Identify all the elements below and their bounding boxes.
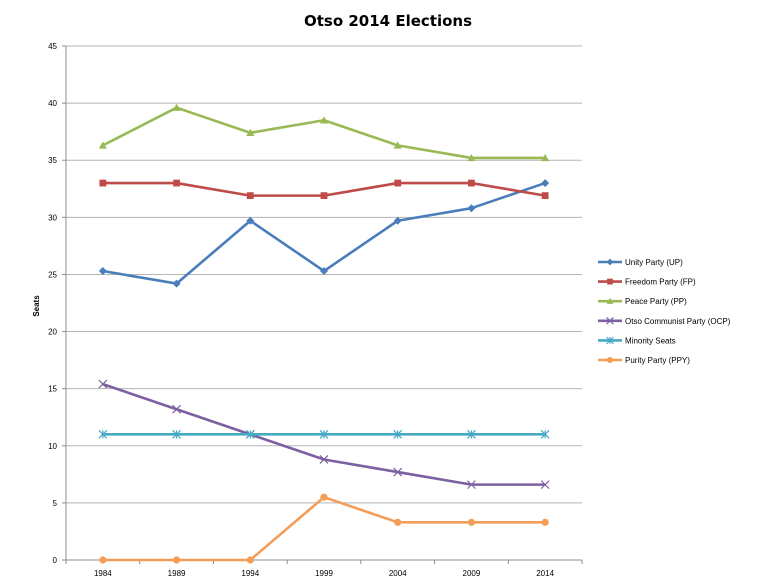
data-point — [394, 179, 402, 187]
data-point — [606, 336, 614, 345]
y-tick-label: 45 — [48, 42, 57, 51]
data-point — [246, 556, 254, 564]
legend: Unity Party (UP) Freedom Party (FP) Peace … — [598, 258, 731, 365]
data-point — [467, 429, 476, 439]
data-point — [540, 429, 550, 439]
data-point — [99, 556, 107, 564]
legend-item: Otso Communist Party (OCP) — [598, 317, 731, 326]
x-tick-label: 2009 — [463, 569, 481, 578]
data-point — [320, 267, 328, 276]
legend-item: Peace Party (PP) — [598, 297, 687, 306]
data-point — [319, 455, 329, 464]
data-point — [541, 179, 550, 188]
data-point — [320, 116, 328, 124]
data-point — [172, 279, 181, 288]
x-tick-label: 2014 — [536, 569, 554, 578]
data-point — [393, 429, 403, 439]
data-point — [320, 493, 328, 501]
data-point — [393, 141, 402, 149]
legend-item: Unity Party (UP) — [598, 258, 683, 267]
y-tick-label: 30 — [48, 213, 57, 222]
data-point — [173, 179, 180, 187]
data-point — [606, 297, 614, 304]
series — [98, 429, 550, 439]
data-point — [467, 480, 476, 490]
legend-label: Peace Party (PP) — [625, 297, 687, 306]
data-point — [606, 316, 614, 325]
series-line — [102, 495, 546, 562]
y-tick-label: 5 — [53, 499, 58, 508]
series — [98, 103, 550, 162]
gridlines — [62, 45, 582, 561]
x-tick-label: 1984 — [94, 569, 112, 578]
data-point — [319, 429, 329, 439]
legend-label: Otso Communist Party (OCP) — [625, 317, 731, 326]
x-tick-label: 1999 — [315, 569, 333, 578]
x-tick-label: 1989 — [168, 569, 186, 578]
legend-label: Minority Seats — [625, 336, 676, 345]
y-axis-ticks: 0 5 10 15 20 25 30 35 40 45 — [48, 42, 57, 565]
data-point — [468, 179, 475, 187]
data-point — [394, 518, 402, 526]
data-point — [467, 518, 476, 526]
data-point — [540, 480, 550, 490]
legend-label: Unity Party (UP) — [625, 258, 683, 267]
data-point — [172, 556, 181, 564]
data-point — [541, 518, 549, 526]
series — [99, 493, 549, 564]
data-point — [246, 192, 254, 200]
data-point — [467, 204, 476, 213]
chart-title: Otso 2014 Elections — [304, 12, 472, 30]
data-point — [99, 179, 107, 187]
series — [98, 179, 550, 288]
data-point — [172, 103, 181, 111]
data-point — [172, 429, 181, 439]
y-tick-label: 40 — [48, 99, 57, 108]
data-point — [98, 141, 107, 149]
data-point — [245, 429, 255, 439]
legend-item: Freedom Party (FP) — [598, 278, 696, 287]
y-tick-label: 10 — [48, 442, 57, 451]
series — [99, 179, 549, 200]
data-point — [172, 404, 181, 414]
y-tick-label: 15 — [48, 385, 57, 394]
data-point — [98, 267, 107, 276]
data-point — [98, 379, 108, 389]
data-point — [541, 153, 550, 162]
data-point — [246, 128, 255, 137]
data-point — [607, 278, 613, 285]
y-tick-label: 20 — [48, 328, 57, 337]
data-point — [606, 356, 614, 364]
x-axis-ticks: 1984 1989 1994 1999 2004 2009 2014 — [65, 560, 583, 578]
legend-item: Purity Party (PPY) — [598, 356, 690, 365]
x-tick-label: 1994 — [241, 569, 259, 578]
y-axis-label: Seats — [32, 295, 41, 317]
data-point — [606, 258, 614, 266]
y-tick-label: 25 — [48, 270, 57, 279]
y-tick-label: 0 — [53, 556, 58, 565]
data-point — [393, 216, 402, 225]
data-point — [393, 467, 403, 477]
x-tick-label: 2004 — [389, 569, 407, 578]
data-point — [246, 216, 255, 225]
data-point — [98, 429, 108, 439]
series-line — [102, 106, 546, 160]
legend-item: Minority Seats — [598, 336, 676, 345]
data-point — [467, 153, 476, 162]
data-point — [541, 192, 549, 200]
y-tick-label: 35 — [48, 156, 57, 165]
data-point — [320, 192, 328, 200]
legend-label: Freedom Party (FP) — [625, 278, 696, 287]
legend-label: Purity Party (PPY) — [625, 356, 690, 365]
series-group — [98, 103, 550, 564]
